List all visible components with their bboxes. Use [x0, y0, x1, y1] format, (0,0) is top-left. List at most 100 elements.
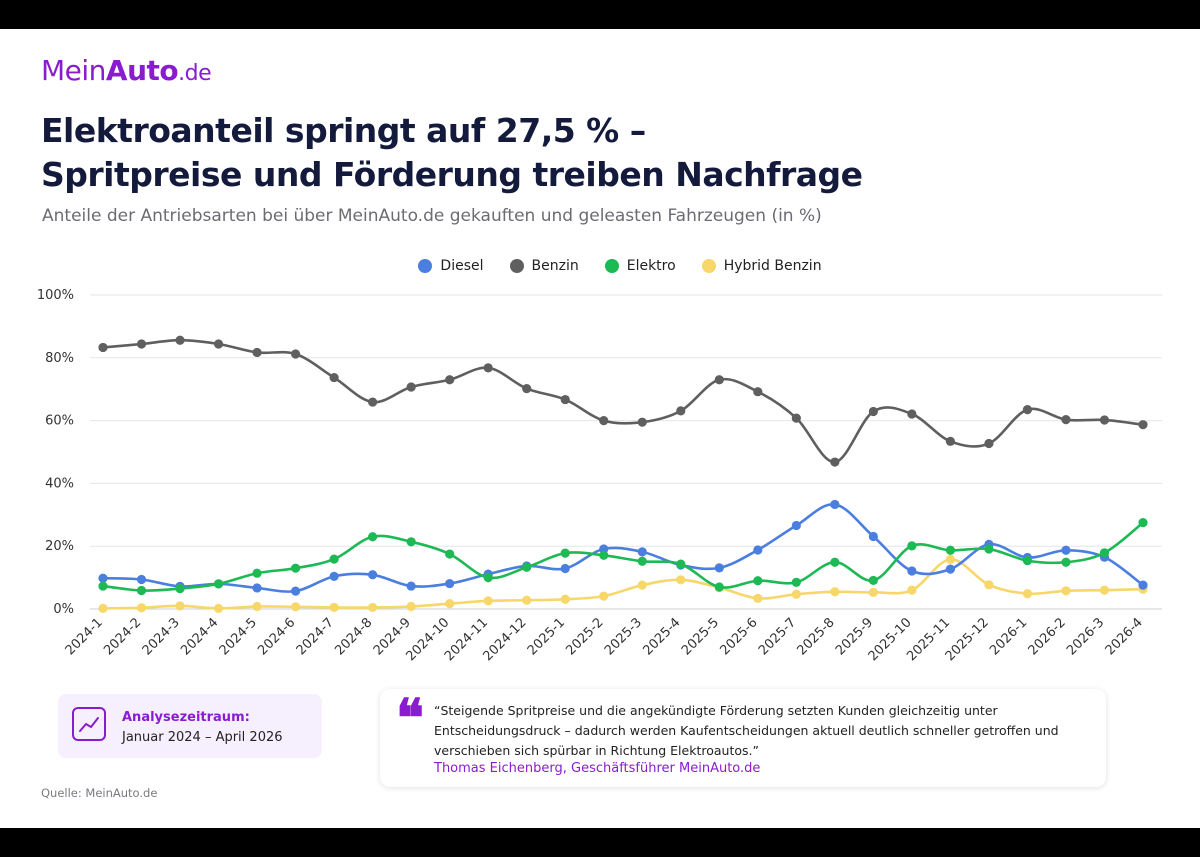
analysis-period-label: Analysezeitraum: — [122, 710, 250, 725]
data-point-elektro — [213, 579, 224, 589]
legend-item-diesel: Diesel — [418, 258, 484, 274]
legend-label: Elektro — [626, 258, 676, 274]
data-point-hybrid-benzin — [637, 580, 647, 590]
analysis-period-value: Januar 2024 – April 2026 — [122, 730, 283, 745]
x-tick-label: 2025-3 — [602, 615, 645, 658]
top-letterbox-bar — [0, 0, 1200, 29]
y-tick-label: 0% — [53, 602, 74, 617]
data-point-elektro — [483, 573, 493, 583]
data-point-hybrid-benzin — [368, 602, 378, 613]
data-point-diesel — [329, 571, 339, 581]
y-tick-label: 20% — [45, 539, 74, 554]
data-point-benzin — [483, 363, 493, 373]
data-point-benzin — [637, 417, 647, 427]
legend-swatch — [701, 259, 716, 273]
data-point-benzin — [252, 347, 262, 358]
data-point-benzin — [984, 438, 994, 449]
data-point-diesel — [560, 563, 570, 574]
x-tick-label: 2024-8 — [332, 615, 375, 658]
x-tick-label: 2026-1 — [987, 615, 1030, 658]
data-point-diesel — [714, 563, 724, 573]
data-point-hybrid-benzin — [560, 594, 570, 604]
data-point-benzin — [868, 406, 878, 417]
quote-box: ❝ “Steigende Spritpreise und die angekün… — [380, 689, 1106, 787]
data-point-elektro — [1099, 548, 1110, 558]
data-point-diesel — [945, 564, 956, 574]
y-tick-label: 40% — [45, 476, 74, 491]
title-line-1: Elektroanteil springt auf 27,5 % – — [41, 111, 646, 150]
data-point-benzin — [329, 372, 339, 383]
data-point-hybrid-benzin — [984, 580, 994, 590]
series-line-benzin — [101, 338, 1145, 464]
data-point-hybrid-benzin — [868, 587, 878, 597]
data-point-benzin — [136, 339, 147, 349]
data-point-benzin — [522, 383, 532, 394]
data-point-elektro — [290, 563, 301, 573]
data-point-elektro — [791, 577, 801, 587]
data-point-benzin — [1061, 415, 1071, 425]
data-point-benzin — [368, 397, 378, 407]
data-point-benzin — [1022, 405, 1033, 415]
data-point-diesel — [753, 545, 763, 555]
data-point-hybrid-benzin — [1061, 586, 1071, 596]
data-point-benzin — [599, 416, 609, 426]
quote-mark-icon: ❝ — [396, 688, 424, 749]
data-point-hybrid-benzin — [676, 575, 686, 585]
data-point-benzin — [213, 339, 224, 349]
data-point-benzin — [676, 406, 686, 416]
data-point-benzin — [175, 335, 185, 345]
brand-logo: MeinAuto.de — [41, 54, 212, 87]
data-point-elektro — [676, 559, 686, 569]
x-tick-label: 2024-6 — [255, 615, 298, 658]
data-point-elektro — [907, 541, 917, 551]
data-point-hybrid-benzin — [1099, 585, 1110, 595]
x-tick-label: 2024-3 — [140, 615, 183, 658]
data-point-hybrid-benzin — [136, 603, 147, 613]
data-point-benzin — [406, 382, 416, 392]
data-point-hybrid-benzin — [483, 596, 493, 606]
data-point-elektro — [406, 537, 416, 547]
data-point-benzin — [830, 457, 840, 467]
data-point-benzin — [1099, 415, 1110, 425]
data-point-diesel — [1138, 580, 1148, 590]
x-tick-label: 2024-5 — [217, 615, 260, 658]
data-point-benzin — [753, 387, 763, 397]
legend-label: Diesel — [440, 258, 484, 274]
data-point-diesel — [290, 586, 301, 596]
x-tick-label: 2026-4 — [1103, 615, 1146, 658]
data-point-diesel — [445, 578, 455, 589]
y-tick-label: 80% — [45, 351, 74, 366]
x-tick-label: 2024-7 — [294, 615, 337, 658]
data-point-elektro — [445, 549, 455, 559]
x-tick-label: 2024-2 — [101, 615, 144, 658]
x-tick-label: 2025-6 — [717, 615, 760, 658]
data-point-elektro — [599, 550, 609, 560]
data-point-elektro — [984, 544, 994, 554]
data-point-hybrid-benzin — [329, 602, 339, 613]
x-tick-label: 2024-4 — [178, 615, 221, 658]
title-line-2: Spritpreise und Förderung treiben Nachfr… — [41, 155, 863, 194]
data-point-hybrid-benzin — [830, 587, 840, 597]
infographic-card: MeinAuto.de Elektroanteil springt auf 27… — [0, 29, 1200, 828]
x-tick-label: 2024-12 — [481, 615, 530, 664]
data-point-elektro — [368, 532, 378, 542]
quote-text: “Steigende Spritpreise und die angekündi… — [434, 703, 1059, 758]
legend-label: Hybrid Benzin — [723, 258, 822, 274]
legend-swatch — [509, 259, 524, 273]
data-point-diesel — [252, 583, 262, 593]
analysis-period-box: Analysezeitraum: Januar 2024 – April 202… — [58, 694, 322, 758]
data-point-diesel — [907, 566, 917, 576]
legend-item-benzin: Benzin — [509, 258, 579, 274]
bottom-letterbox-bar — [0, 828, 1200, 857]
x-tick-label: 2025-2 — [563, 615, 606, 658]
source-note: Quelle: MeinAuto.de — [41, 786, 158, 800]
series-line-elektro — [101, 521, 1145, 592]
y-tick-label: 100% — [37, 288, 74, 303]
chart-legend: Diesel Benzin Elektro Hybrid Benzin — [0, 258, 1200, 274]
data-point-benzin — [791, 413, 801, 423]
x-tick-label: 2025-8 — [795, 615, 838, 658]
data-point-elektro — [714, 582, 724, 592]
data-point-hybrid-benzin — [753, 593, 763, 603]
data-point-elektro — [830, 557, 840, 567]
data-point-benzin — [1138, 420, 1148, 430]
